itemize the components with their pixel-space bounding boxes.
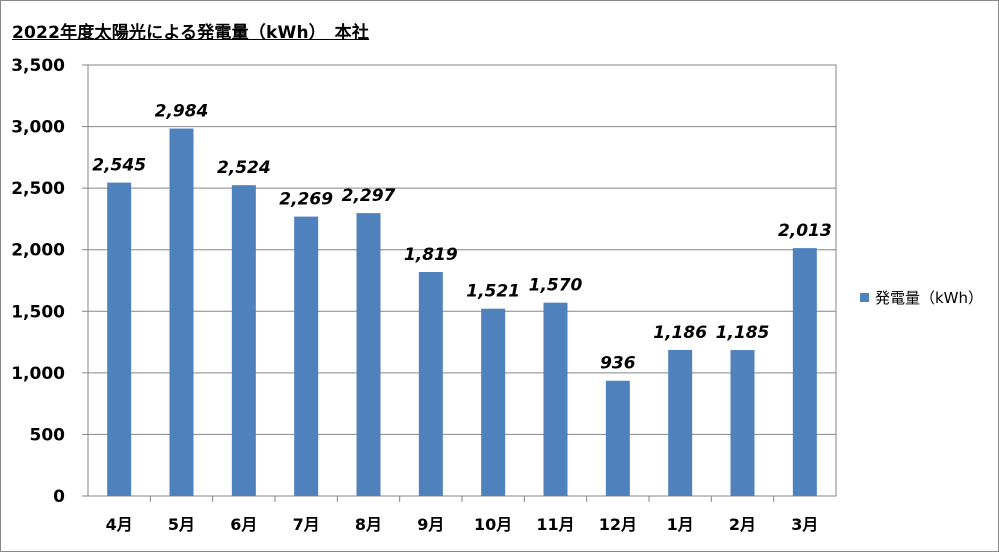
bar xyxy=(605,380,630,496)
x-tick-label: 1月 xyxy=(667,515,694,534)
chart-title: 2022年度太陽光による発電量（kWh） 本社 xyxy=(12,23,370,43)
data-label: 2,297 xyxy=(342,186,396,206)
legend-label: 発電量（kWh） xyxy=(875,289,984,307)
data-label: 2,545 xyxy=(92,156,146,176)
x-tick-label: 6月 xyxy=(230,515,257,534)
data-label: 1,186 xyxy=(653,323,707,343)
data-label: 1,570 xyxy=(529,276,583,296)
y-tick-label: 3,500 xyxy=(11,56,65,76)
bar xyxy=(668,349,693,496)
bar xyxy=(418,272,443,496)
x-tick-label: 5月 xyxy=(168,515,195,534)
data-label: 1,185 xyxy=(716,323,770,343)
y-tick-label: 500 xyxy=(30,425,66,445)
x-tick-label: 9月 xyxy=(417,515,444,534)
bar xyxy=(481,308,506,496)
data-label: 2,524 xyxy=(217,158,271,178)
y-tick-label: 1,500 xyxy=(11,302,65,322)
data-label: 1,521 xyxy=(466,282,520,302)
data-label: 2,013 xyxy=(778,221,832,241)
bar xyxy=(169,128,194,496)
plot-area xyxy=(87,64,837,497)
x-tick-label: 3月 xyxy=(791,515,818,534)
y-tick-label: 2,500 xyxy=(11,179,65,199)
data-label: 2,984 xyxy=(155,102,209,122)
bar xyxy=(543,302,568,496)
x-tick-label: 8月 xyxy=(355,515,382,534)
x-tick-label: 10月 xyxy=(474,515,512,534)
bar xyxy=(294,216,319,496)
data-label: 1,819 xyxy=(404,245,458,265)
y-tick-label: 2,000 xyxy=(11,241,65,261)
bar xyxy=(107,182,132,496)
x-tick-label: 11月 xyxy=(536,515,574,534)
x-tick-label: 12月 xyxy=(599,515,637,534)
x-tick-label: 4月 xyxy=(106,515,133,534)
legend-swatch xyxy=(860,293,869,302)
data-label: 936 xyxy=(600,354,636,374)
bar xyxy=(792,248,817,496)
legend: 発電量（kWh） xyxy=(860,287,983,308)
bar xyxy=(730,350,755,496)
x-tick-label: 7月 xyxy=(293,515,320,534)
bar xyxy=(231,185,256,496)
x-tick-label: 2月 xyxy=(729,515,756,534)
y-tick-label: 1,000 xyxy=(11,364,65,384)
bar xyxy=(356,213,381,496)
y-tick-label: 0 xyxy=(53,487,65,507)
data-label: 2,269 xyxy=(279,190,333,210)
y-tick-label: 3,000 xyxy=(11,118,65,138)
